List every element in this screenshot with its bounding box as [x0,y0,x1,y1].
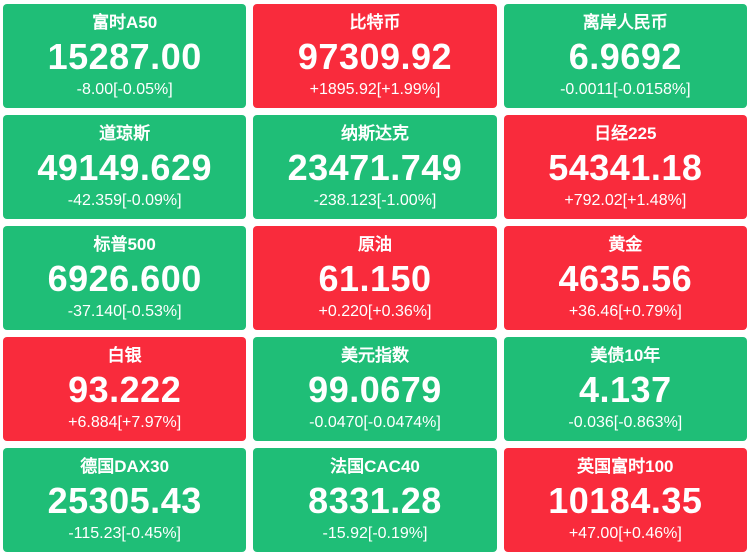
market-tile[interactable]: 法国CAC40 8331.28 -15.92[-0.19%] [253,448,497,552]
market-value: 23471.749 [287,147,463,188]
market-value: 15287.00 [47,36,202,77]
market-value: 6.9692 [568,36,682,77]
market-change: -37.140[-0.53%] [67,303,182,320]
market-tile[interactable]: 富时A50 15287.00 -8.00[-0.05%] [3,4,247,108]
market-name: 白银 [107,346,142,365]
market-value: 97309.92 [297,36,453,77]
market-tile[interactable]: 比特币 97309.92 +1895.92[+1.99%] [253,4,497,108]
market-tile[interactable]: 黄金 4635.56 +36.46[+0.79%] [503,226,747,330]
market-change: -42.359[-0.09%] [67,192,182,209]
market-change: +36.46[+0.79%] [568,303,682,320]
market-tile[interactable]: 美元指数 99.0679 -0.0470[-0.0474%] [253,337,497,441]
market-name: 富时A50 [92,13,158,32]
market-change: -0.036[-0.863%] [568,414,683,431]
market-name: 纳斯达克 [340,124,409,143]
market-value: 4635.56 [558,258,693,299]
market-tile[interactable]: 德国DAX30 25305.43 -115.23[-0.45%] [3,448,247,552]
market-name: 美债10年 [590,346,661,365]
market-name: 英国富时100 [577,457,674,476]
market-change: -0.0011[-0.0158%] [560,81,691,98]
market-value: 49149.629 [37,147,212,188]
market-tile[interactable]: 离岸人民币 6.9692 -0.0011[-0.0158%] [503,4,747,108]
market-name: 离岸人民币 [582,13,668,32]
market-value: 25305.43 [47,480,202,521]
market-name: 比特币 [349,13,401,32]
market-tile[interactable]: 道琼斯 49149.629 -42.359[-0.09%] [3,115,247,219]
market-value: 10184.35 [548,480,703,521]
market-value: 93.222 [68,369,182,410]
market-tile[interactable]: 标普500 6926.600 -37.140[-0.53%] [3,226,247,330]
market-name: 美元指数 [340,346,409,365]
market-tile[interactable]: 英国富时100 10184.35 +47.00[+0.46%] [503,448,747,552]
market-value: 61.150 [318,258,432,299]
market-change: -238.123[-1.00%] [313,192,437,209]
market-change: +47.00[+0.46%] [568,525,682,542]
market-change: -8.00[-0.05%] [76,81,173,98]
market-change: -15.92[-0.19%] [322,525,428,542]
market-tile[interactable]: 日经225 54341.18 +792.02[+1.48%] [503,115,747,219]
market-change: +792.02[+1.48%] [564,192,687,209]
market-tile[interactable]: 白银 93.222 +6.884[+7.97%] [3,337,247,441]
market-value: 6926.600 [47,258,202,299]
market-name: 黄金 [608,235,643,254]
market-change: -115.23[-0.45%] [68,525,181,542]
market-value: 4.137 [579,369,672,410]
market-value: 8331.28 [308,480,442,521]
market-value: 54341.18 [548,147,703,188]
market-tile[interactable]: 纳斯达克 23471.749 -238.123[-1.00%] [253,115,497,219]
market-name: 道琼斯 [99,124,151,143]
market-name: 法国CAC40 [330,457,420,476]
market-name: 原油 [357,235,392,254]
market-name: 日经225 [594,124,657,143]
market-tile[interactable]: 原油 61.150 +0.220[+0.36%] [253,226,497,330]
market-name: 德国DAX30 [80,457,170,476]
market-change: -0.0470[-0.0474%] [309,414,441,431]
market-change: +6.884[+7.97%] [68,414,182,431]
market-change: +0.220[+0.36%] [318,303,432,320]
market-name: 标普500 [93,235,156,254]
market-tile[interactable]: 美债10年 4.137 -0.036[-0.863%] [503,337,747,441]
market-change: +1895.92[+1.99%] [309,81,441,98]
market-value: 99.0679 [308,369,442,410]
